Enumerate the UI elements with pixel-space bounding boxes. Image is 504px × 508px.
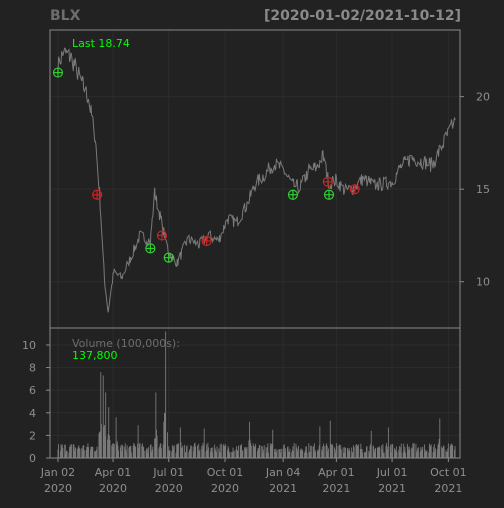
price-line: [57, 47, 456, 313]
volume-y-tick-label: 10: [22, 339, 36, 352]
x-tick-label: Apr 01: [95, 466, 132, 479]
x-tick-year: 2021: [378, 482, 406, 495]
sell-marker: [349, 184, 360, 195]
chart-symbol: BLX: [50, 8, 81, 24]
x-tick-label: Jan 04: [265, 466, 300, 479]
volume-y-tick-label: 0: [29, 452, 36, 465]
sell-marker: [92, 189, 103, 200]
sell-marker: [322, 176, 333, 187]
price-y-tick-label: 20: [476, 91, 490, 104]
buy-marker: [145, 243, 156, 254]
volume-y-tick-label: 8: [29, 362, 36, 375]
x-tick-year: 2020: [211, 482, 239, 495]
x-tick-label: Oct 01: [207, 466, 244, 479]
volume-panel-frame: [49, 327, 461, 459]
x-tick-year: 2021: [434, 482, 462, 495]
x-tick-label: Jan 02: [40, 466, 75, 479]
volume-y-tick-label: 4: [29, 407, 36, 420]
chart-date-range: [2020-01-02/2021-10-12]: [264, 8, 461, 24]
x-tick-year: 2021: [322, 482, 350, 495]
price-y-tick-label: 10: [476, 276, 490, 289]
grid-lines: [50, 30, 460, 459]
last-price-label: Last 18.74: [72, 37, 130, 50]
x-tick-year: 2021: [269, 482, 297, 495]
sell-marker: [201, 235, 212, 247]
x-tick-label: Jul 01: [152, 466, 184, 479]
volume-title: Volume (100,000s):: [72, 337, 180, 350]
sell-marker: [156, 230, 168, 241]
buy-marker: [163, 252, 174, 263]
x-tick-year: 2020: [99, 482, 127, 495]
x-tick-year: 2020: [155, 482, 183, 495]
volume-last-value: 137,800: [72, 349, 118, 362]
volume-bars: [57, 331, 456, 458]
volume-y-tick-label: 2: [29, 429, 36, 442]
buy-marker: [323, 189, 335, 200]
x-tick-label: Oct 01: [430, 466, 467, 479]
buy-marker: [287, 189, 299, 200]
trade-markers: [52, 67, 360, 263]
price-y-tick-label: 15: [476, 183, 490, 196]
x-tick-year: 2020: [44, 482, 72, 495]
volume-y-tick-label: 6: [29, 384, 36, 397]
x-tick-label: Jul 01: [376, 466, 408, 479]
x-tick-label: Apr 01: [318, 466, 355, 479]
axis-labels: 10 15 20 0 2 4 6 8 10 Jan 02 2020 Apr 01 2020 Jul 01 2…: [22, 91, 490, 495]
buy-marker: [52, 67, 64, 78]
